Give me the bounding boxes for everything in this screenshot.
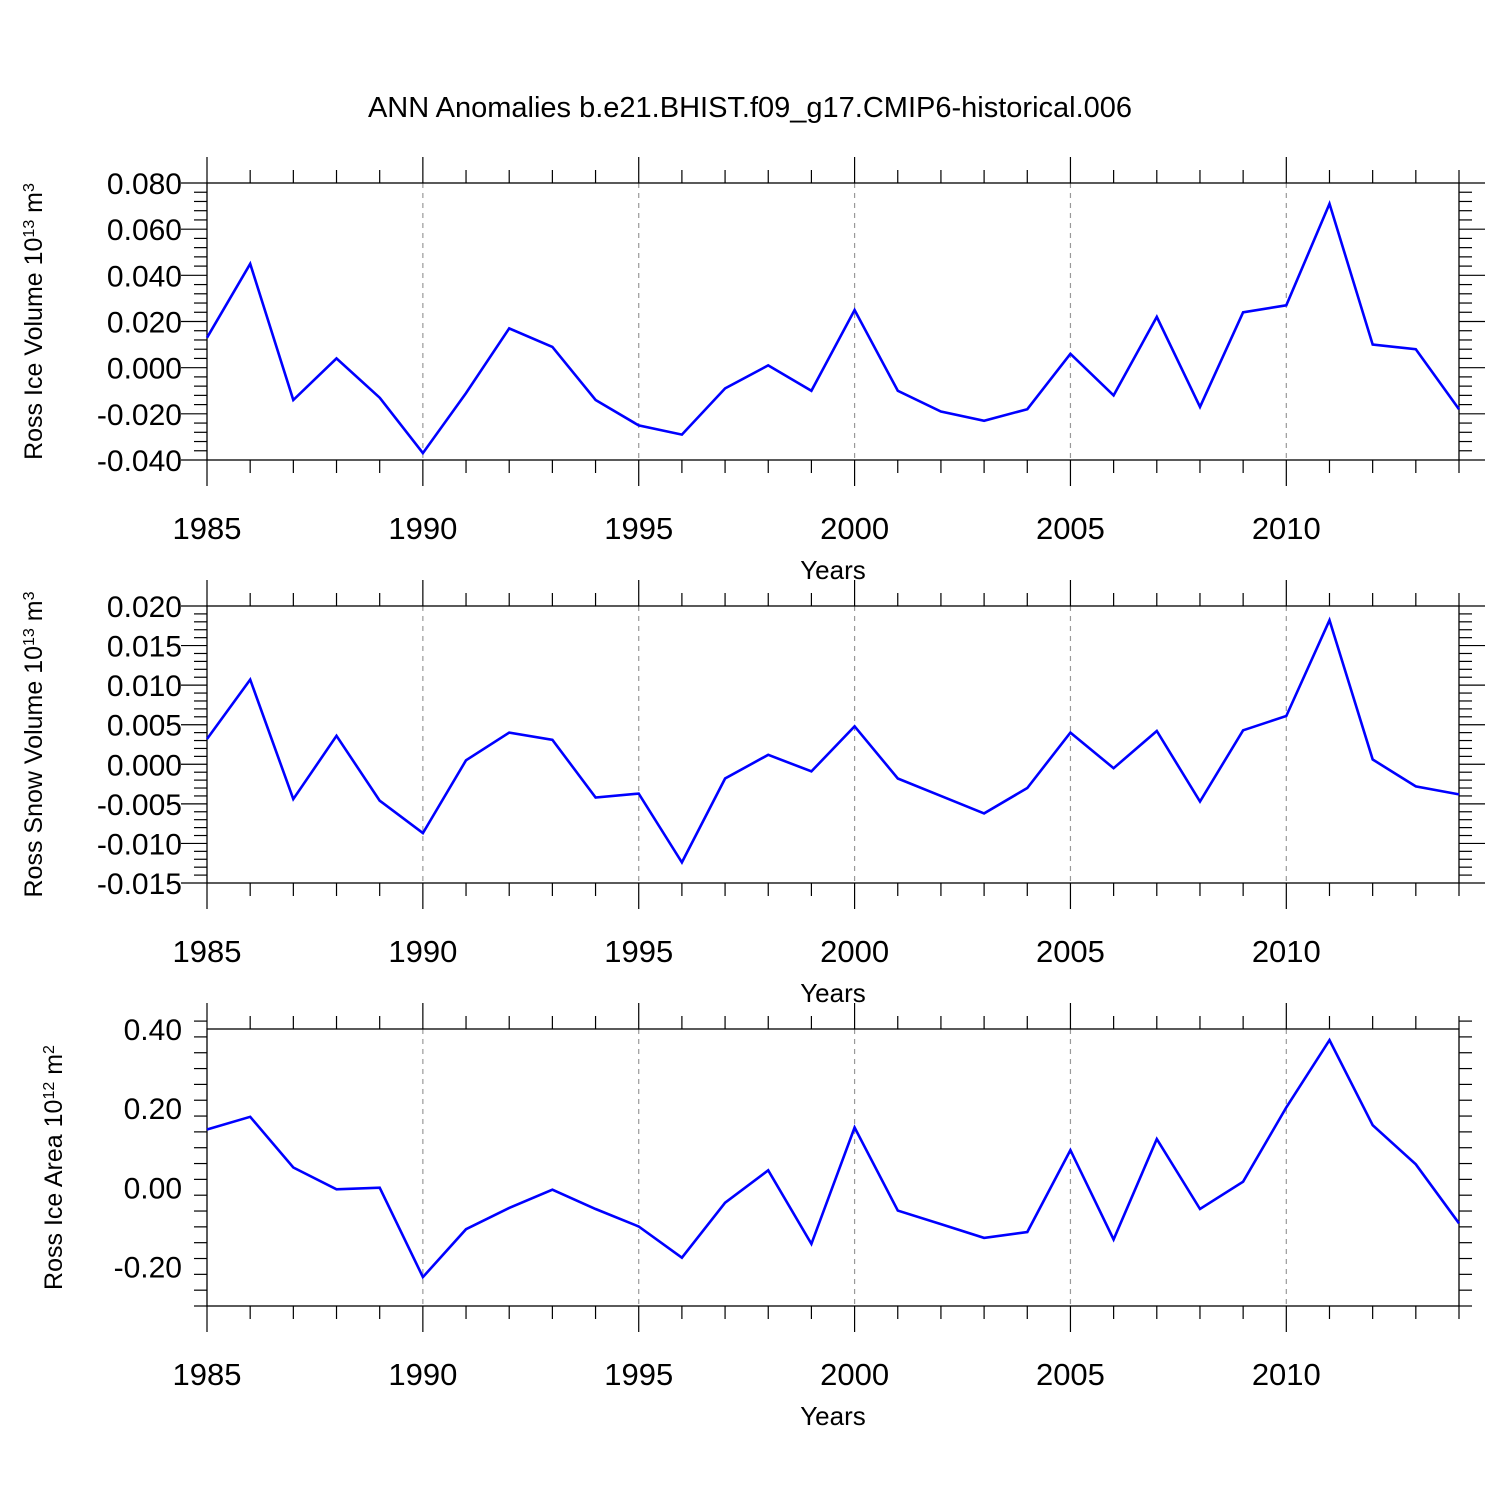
y-axis-label: Ross Ice Volume 1013 m3 xyxy=(20,183,48,460)
x-tick-label: 1995 xyxy=(604,934,673,969)
x-tick-label: 1990 xyxy=(388,934,457,969)
x-tick-label: 2005 xyxy=(1036,934,1105,969)
x-tick-label: 1985 xyxy=(173,1357,242,1392)
y-tick-label: 0.005 xyxy=(107,710,182,743)
y-tick-label: 0.000 xyxy=(107,749,182,782)
x-tick-label: 2005 xyxy=(1036,511,1105,546)
series-line xyxy=(205,616,1460,866)
y-axis-label: Ross Snow Volume 1013 m3 xyxy=(20,591,48,897)
y-tick-label: 0.060 xyxy=(107,214,182,247)
series-line xyxy=(205,200,1461,456)
x-axis-label: Years xyxy=(800,978,866,1008)
plot-frame xyxy=(206,1028,1460,1307)
x-tick-label: 2000 xyxy=(820,1357,889,1392)
y-tick-label: -0.20 xyxy=(114,1251,182,1284)
y-tick-label: 0.40 xyxy=(124,1014,182,1047)
y-tick-label: -0.010 xyxy=(97,828,182,861)
panel-2: -0.015 -0.010 -0.005 0.000 0.005 0.010 0.015 0.… xyxy=(20,580,1485,1008)
y-tick-label: 0.010 xyxy=(107,670,182,703)
panel-1: -0.040 -0.020 0.000 0.020 0.040 0.060 0.080 198… xyxy=(20,157,1485,585)
x-tick-label: 2010 xyxy=(1252,1357,1321,1392)
x-tick-label: 2005 xyxy=(1036,1357,1105,1392)
y-tick-label: 0.020 xyxy=(107,307,182,340)
y-axis-label: Ross Ice Area 1012 m2 xyxy=(40,1045,68,1290)
x-tick-label: 2010 xyxy=(1252,511,1321,546)
y-tick-label: 0.015 xyxy=(107,631,182,664)
x-tick-label: 1995 xyxy=(604,511,673,546)
plot-frame xyxy=(206,605,1460,884)
x-tick-label: 1990 xyxy=(388,511,457,546)
x-axis-label: Years xyxy=(800,1401,866,1431)
y-tick-label: -0.015 xyxy=(97,868,182,901)
y-tick-label: -0.020 xyxy=(97,399,182,432)
y-tick-label: 0.040 xyxy=(107,260,182,293)
y-tick-label: 0.20 xyxy=(124,1093,182,1126)
x-tick-label: 1985 xyxy=(173,511,242,546)
x-tick-label: 1995 xyxy=(604,1357,673,1392)
y-tick-label: 0.00 xyxy=(124,1172,182,1205)
x-tick-label: 1990 xyxy=(388,1357,457,1392)
x-tick-label: 2010 xyxy=(1252,934,1321,969)
y-tick-label: -0.040 xyxy=(97,445,182,478)
chart-title: ANN Anomalies b.e21.BHIST.f09_g17.CMIP6-… xyxy=(367,92,1133,124)
series-line xyxy=(206,1037,1461,1280)
x-tick-label: 1985 xyxy=(173,934,242,969)
y-tick-label: 0.080 xyxy=(107,168,182,201)
x-tick-label: 2000 xyxy=(820,934,889,969)
y-tick-label: 0.000 xyxy=(107,353,182,386)
x-axis-label: Years xyxy=(800,555,866,585)
y-tick-label: 0.020 xyxy=(107,591,182,624)
x-tick-label: 2000 xyxy=(820,511,889,546)
panel-3: -0.20 0.00 0.20 0.40 1985 1990 1995 2000 2005 201… xyxy=(40,1003,1472,1431)
y-tick-label: -0.005 xyxy=(97,789,182,822)
